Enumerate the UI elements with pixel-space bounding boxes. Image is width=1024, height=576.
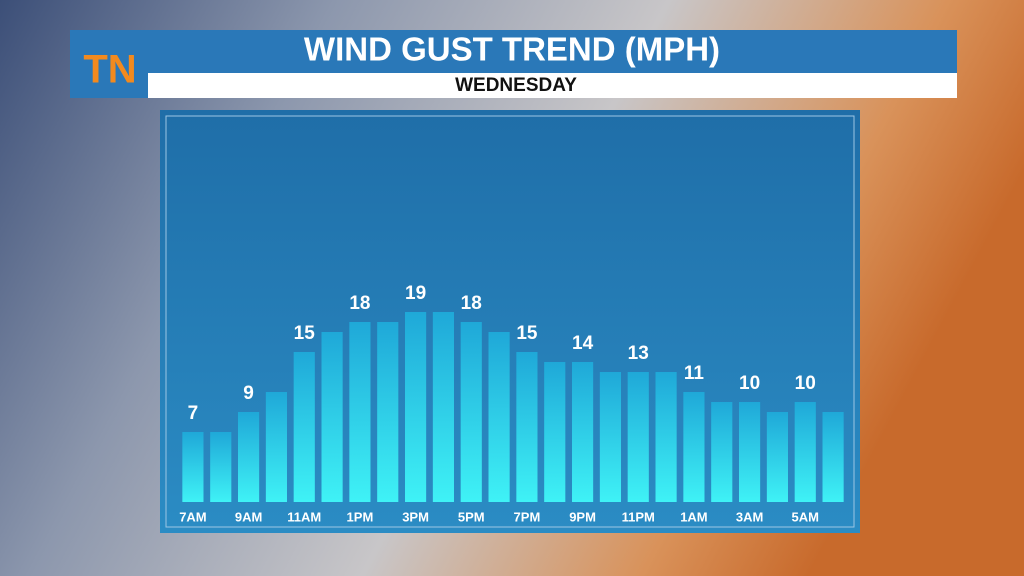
bar [210,432,232,502]
bar [349,322,371,502]
bar [182,432,204,502]
value-label: 9 [243,383,254,404]
panel-border [165,115,855,528]
x-tick-label: 9PM [569,509,596,524]
bar [405,312,427,502]
bar [766,412,788,502]
bar [460,322,482,502]
bar [321,332,343,502]
bar [739,402,761,502]
subtitle-band [148,73,957,98]
title-band [70,30,957,73]
bar [544,362,566,502]
value-label: 15 [294,323,316,344]
x-tick-label: 9AM [235,509,262,524]
value-label: 7 [188,403,199,424]
bar [572,362,594,502]
value-label: 19 [405,283,426,304]
bar [293,352,315,502]
x-tick-label: 11PM [622,509,655,524]
value-label: 11 [684,363,705,384]
bar [794,402,816,502]
x-tick-label: 11AM [287,509,321,524]
bar [516,352,538,502]
bar [265,392,287,502]
bar [488,332,510,502]
bar [238,412,260,502]
value-label: 15 [516,323,538,344]
x-tick-label: 7AM [179,509,206,524]
value-label: 14 [572,333,594,354]
bar [599,372,621,502]
value-label: 10 [795,373,816,394]
bar [711,402,733,502]
x-tick-label: 7PM [514,509,541,524]
x-tick-label: 1AM [680,509,707,524]
x-tick-label: 5PM [458,509,485,524]
bar [377,322,399,502]
value-label: 13 [628,343,649,364]
bar [627,372,649,502]
value-label: 18 [349,293,370,314]
value-label: 10 [739,373,760,394]
x-tick-label: 1PM [347,509,374,524]
x-tick-label: 3PM [402,509,429,524]
value-label: 18 [461,293,482,314]
plot: 7AM 7 9AM 9 11AM 15 1PM 18 3PM 19 5PM 18 7PM 15 9PM 14 1… [179,283,844,524]
x-tick-label: 3AM [736,509,763,524]
logo: TN [83,48,136,92]
bar [822,412,844,502]
chart-title: WIND GUST TREND (MPH) [304,31,720,68]
logo-box [70,30,148,98]
bar [432,312,454,502]
bar [683,392,705,502]
x-tick-label: 5AM [792,509,819,524]
chart-subtitle: WEDNESDAY [455,75,577,96]
bar [655,372,677,502]
